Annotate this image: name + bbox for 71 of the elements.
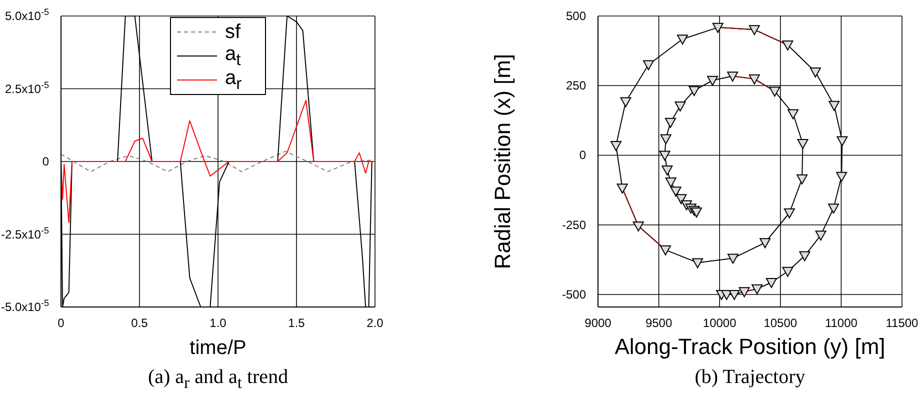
point (766, 278, 777, 288)
point (674, 101, 686, 112)
y-tick-label: 0 (579, 148, 586, 162)
point (788, 109, 799, 120)
point (677, 34, 688, 45)
y-tick-label: -2.5x10$^{-5}$ (0, 225, 49, 242)
point (796, 174, 808, 184)
y-axis-title: Radial Position (x) [m] (490, 54, 515, 270)
point (676, 194, 687, 204)
point (688, 86, 700, 96)
point (810, 67, 821, 78)
x-tick-label: 0 (58, 316, 65, 330)
point (620, 97, 632, 108)
point (632, 221, 644, 232)
point (769, 86, 780, 97)
point (828, 204, 840, 214)
point (642, 60, 654, 70)
text: (a) a$_{r}$ and a$_{t}$ trend (146, 366, 290, 393)
point (692, 258, 704, 268)
point (707, 76, 718, 86)
point (784, 208, 795, 218)
point (815, 230, 826, 241)
point (727, 72, 738, 82)
y-tick-label: -500 (562, 287, 586, 302)
point (799, 251, 810, 262)
x-tick-label: 9500 (645, 316, 672, 330)
x-tick-label: 1.0 (210, 316, 227, 330)
point (738, 287, 750, 298)
point (752, 284, 763, 294)
x-tick-label: 0.5 (131, 316, 148, 330)
point (782, 266, 794, 277)
x-tick-label: 11500 (886, 316, 919, 330)
point (727, 254, 738, 264)
y-tick-label: 5.0x10$^{-5}$ (4, 7, 49, 23)
text: (b) Trajectory (694, 366, 806, 389)
x-tick-label: 10000 (702, 316, 737, 330)
point (664, 118, 676, 128)
legend-label: sf (225, 20, 241, 44)
point (662, 165, 673, 176)
x-axis-title: time/P (190, 337, 246, 359)
point (836, 136, 848, 146)
point (610, 140, 622, 151)
x-tick-label: 2.0 (366, 316, 384, 330)
point (712, 22, 724, 33)
point (670, 186, 682, 197)
point (782, 40, 794, 50)
point (748, 25, 760, 36)
y-tick-label: 2.5x10$^{-5}$ (4, 80, 49, 96)
point (660, 134, 672, 144)
y-tick-label: -250 (562, 218, 586, 232)
x-axis-title: Along-Track Position (y) [m] (614, 334, 886, 359)
point (797, 139, 808, 150)
y-tick-label: -5.0x10$^{-5}$ (0, 298, 49, 314)
x-tick-label: 10500 (764, 316, 798, 330)
point (660, 245, 671, 256)
x-tick-label: 11000 (824, 316, 858, 330)
x-tick-label: 9000 (584, 316, 612, 330)
point (828, 100, 840, 111)
x-tick-label: 1.5 (288, 316, 306, 330)
point (836, 172, 848, 182)
point (665, 177, 676, 188)
y-tick-label: 500 (566, 9, 586, 23)
point (748, 74, 760, 84)
y-tick-label: 250 (566, 78, 586, 93)
point (659, 150, 670, 161)
y-tick-label: 0 (42, 154, 50, 168)
point (616, 184, 628, 194)
legend-label: a$_{r}$ (225, 66, 242, 94)
point (760, 238, 771, 248)
point (728, 290, 740, 300)
legend-label: a$_{t}$ (225, 42, 241, 68)
